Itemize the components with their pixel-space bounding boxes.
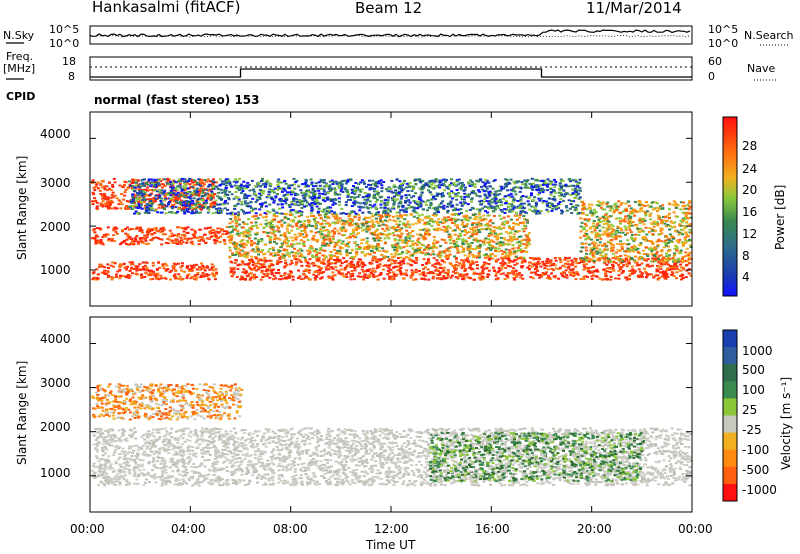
velocity-ytick-4000: 4000 xyxy=(40,332,71,346)
power-cbar-tick-20: 20 xyxy=(742,183,758,197)
nave-tick-top: 60 xyxy=(708,55,722,68)
vel-cbar-tick-neg1000: -1000 xyxy=(742,483,777,497)
xtick-0: 00:00 xyxy=(70,522,105,536)
power-cbar-tick-4: 4 xyxy=(742,270,750,284)
velocity-ytick-1000: 1000 xyxy=(40,466,71,480)
nave-tick-bottom: 0 xyxy=(708,70,715,83)
power-ytick-2000: 2000 xyxy=(40,220,71,234)
velocity-colorbar xyxy=(722,329,738,502)
xtick-6: 00:00 xyxy=(678,522,713,536)
velocity-ytick-2000: 2000 xyxy=(40,420,71,434)
vel-cbar-tick-100: 100 xyxy=(742,383,765,397)
velocity-colorbar-segment xyxy=(723,432,737,451)
velocity-colorbar-segment xyxy=(723,330,737,348)
vel-cbar-tick-25: 25 xyxy=(742,403,758,417)
power-cbar-label: Power [dB] xyxy=(773,184,787,250)
xlabel: Time UT xyxy=(366,538,416,552)
noise-tick-left-top: 10^5 xyxy=(49,23,80,36)
noise-tick-right-bottom: 10^0 xyxy=(708,37,739,50)
xtick-3: 12:00 xyxy=(374,522,409,536)
freq-panel-frame xyxy=(89,56,693,81)
velocity-colorbar-segment xyxy=(723,449,737,468)
vel-cbar-tick-1000: 1000 xyxy=(742,344,773,358)
freq-tick-top: 18 xyxy=(62,55,76,68)
xtick-1: 04:00 xyxy=(171,522,206,536)
nsky-label: N.Sky xyxy=(3,29,35,42)
nsearch-label: N.Search xyxy=(744,29,794,42)
velocity-ytick-3000: 3000 xyxy=(40,376,71,390)
freq-label: Freq. xyxy=(6,50,34,63)
nave-label: Nave xyxy=(747,62,776,75)
velocity-colorbar-segment xyxy=(723,415,737,434)
vel-cbar-tick-500: 500 xyxy=(742,363,765,377)
power-ytick-3000: 3000 xyxy=(40,176,71,190)
velocity-colorbar-segment xyxy=(723,466,737,485)
vel-cbar-tick-neg100: -100 xyxy=(742,443,770,457)
freq-unit-label: [MHz] xyxy=(3,62,36,75)
noise-tick-right-top: 10^5 xyxy=(708,23,739,36)
power-ylabel: Slant Range [km] xyxy=(15,155,29,260)
power-cbar-tick-12: 12 xyxy=(742,227,758,241)
velocity-colorbar-segment xyxy=(723,364,737,382)
xtick-5: 20:00 xyxy=(577,522,612,536)
station-title: Hankasalmi (fitACF) xyxy=(92,0,241,16)
nsky-line xyxy=(89,29,691,38)
velocity-colorbar-segment xyxy=(723,398,737,416)
freq-line xyxy=(90,68,692,78)
power-ytick-1000: 1000 xyxy=(40,263,71,277)
noise-tick-left-bottom: 10^0 xyxy=(49,37,80,50)
vel-cbar-tick-neg500: -500 xyxy=(742,463,770,477)
velocity-cbar-label: Velocity [m s⁻¹] xyxy=(779,376,793,470)
velocity-colorbar-segment xyxy=(723,381,737,399)
velocity-colorbar-segment xyxy=(723,347,737,365)
cpid-label: CPID xyxy=(6,90,36,103)
velocity-colorbar-segment xyxy=(723,483,737,502)
date-label: 11/Mar/2014 xyxy=(586,0,682,17)
velocity-ylabel: Slant Range [km] xyxy=(15,360,29,465)
beam-label: Beam 12 xyxy=(355,0,423,17)
power-ytick-4000: 4000 xyxy=(40,127,71,141)
xtick-4: 16:00 xyxy=(475,522,510,536)
power-cbar-tick-28: 28 xyxy=(742,139,758,153)
power-cbar-tick-24: 24 xyxy=(742,162,758,176)
vel-cbar-tick-neg25: -25 xyxy=(742,423,762,437)
power-cbar-tick-16: 16 xyxy=(742,205,758,219)
power-colorbar xyxy=(722,116,738,297)
nsearch-line xyxy=(89,35,691,38)
freq-tick-bottom: 8 xyxy=(68,70,75,83)
xtick-2: 08:00 xyxy=(273,522,308,536)
cpid-value: normal (fast stereo) 153 xyxy=(94,93,260,107)
power-cbar-tick-8: 8 xyxy=(742,249,750,263)
